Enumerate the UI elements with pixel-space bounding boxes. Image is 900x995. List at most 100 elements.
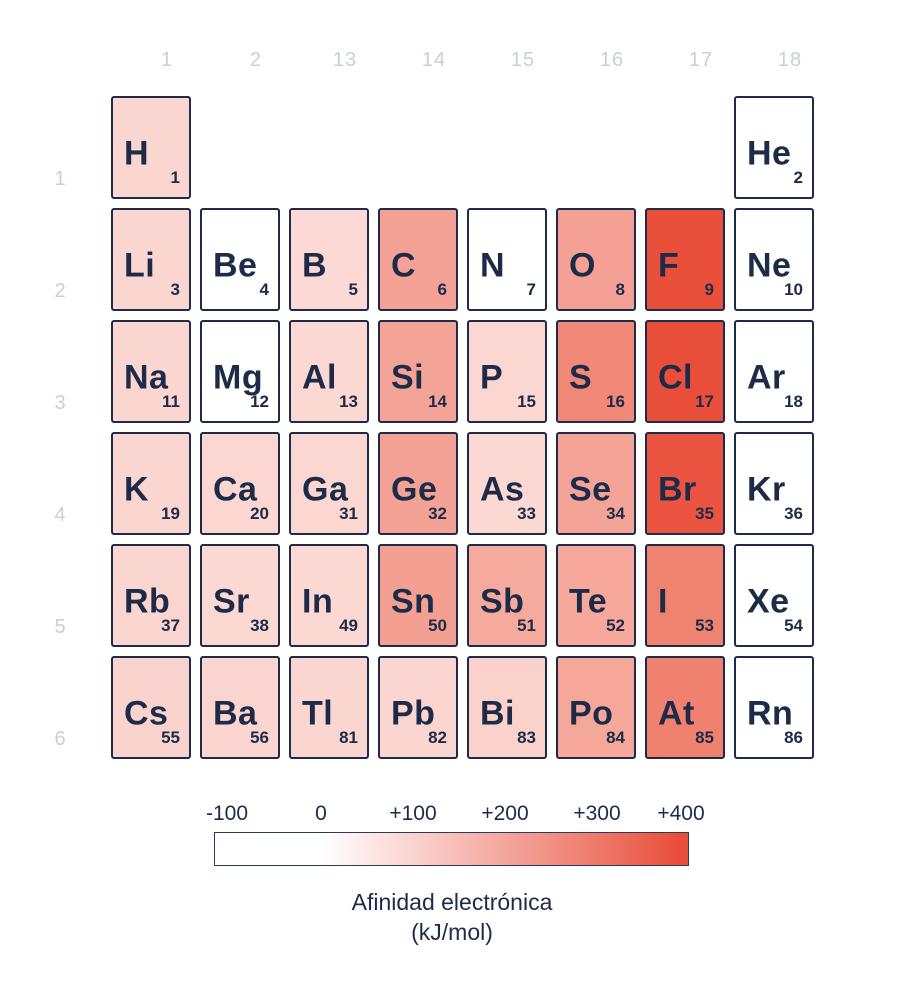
element-cell-Na: Na 11 [111,320,191,423]
element-cell-Br: Br 35 [645,432,725,535]
atomic-number: 4 [259,280,269,299]
element-symbol: Rb [124,582,171,621]
atomic-number: 53 [695,616,714,635]
period-header-1: 1 [54,168,66,190]
element-symbol: H [124,134,150,173]
atomic-number: 36 [784,504,803,523]
atomic-number: 56 [250,728,269,747]
atomic-number: 12 [250,392,269,411]
legend-tick-+100: +100 [389,802,437,825]
element-symbol: Cs [124,694,169,733]
element-cell-Ga: Ga 31 [289,432,369,535]
element-cell-Te: Te 52 [556,544,636,647]
atomic-number: 1 [170,168,180,187]
element-symbol: Ba [213,694,258,733]
element-cell-P: P 15 [467,320,547,423]
atomic-number: 16 [606,392,625,411]
legend-tick-0: 0 [315,802,327,825]
element-cell-Li: Li 3 [111,208,191,311]
group-header-16: 16 [599,49,625,71]
atomic-number: 5 [348,280,358,299]
atomic-number: 18 [784,392,803,411]
element-symbol: Si [391,358,425,397]
group-header-13: 13 [332,49,358,71]
legend-gradient-bar [214,832,689,866]
element-cell-As: As 33 [467,432,547,535]
element-cell-Ba: Ba 56 [200,656,280,759]
atomic-number: 37 [161,616,180,635]
element-cell-Cs: Cs 55 [111,656,191,759]
atomic-number: 54 [784,616,803,635]
element-cell-Pb: Pb 82 [378,656,458,759]
atomic-number: 85 [695,728,714,747]
element-symbol: Te [569,582,608,621]
group-header-15: 15 [510,49,536,71]
period-header-5: 5 [54,616,66,638]
atomic-number: 82 [428,728,447,747]
atomic-number: 6 [437,280,447,299]
atomic-number: 50 [428,616,447,635]
element-cell-Ge: Ge 32 [378,432,458,535]
element-symbol: O [569,246,596,285]
legend-title-line2: (kJ/mol) [411,919,493,945]
atomic-number: 9 [704,280,714,299]
atomic-number: 19 [161,504,180,523]
legend-title-line1: Afinidad electrónica [351,889,553,915]
element-symbol: Sn [391,582,436,621]
atomic-number: 20 [250,504,269,523]
element-symbol: He [747,134,792,173]
period-header-4: 4 [54,504,66,526]
atomic-number: 35 [695,504,714,523]
element-cell-Se: Se 34 [556,432,636,535]
element-cell-Ca: Ca 20 [200,432,280,535]
element-symbol: Mg [213,358,264,397]
atomic-number: 10 [784,280,803,299]
legend-tick-+400: +400 [657,802,705,825]
atomic-number: 34 [606,504,625,523]
atomic-number: 86 [784,728,803,747]
element-symbol: C [391,246,417,285]
period-header-6: 6 [54,728,66,750]
element-symbol: B [302,246,328,285]
element-symbol: Sr [213,582,250,621]
group-header-17: 17 [688,49,714,71]
atomic-number: 49 [339,616,358,635]
atomic-number: 51 [517,616,536,635]
period-header-2: 2 [54,280,66,302]
element-symbol: Se [569,470,612,509]
element-symbol: I [658,582,668,621]
element-symbol: Ca [213,470,258,509]
element-symbol: Ne [747,246,792,285]
element-symbol: Po [569,694,614,733]
atomic-number: 32 [428,504,447,523]
group-header-18: 18 [777,49,803,71]
group-header-14: 14 [421,49,447,71]
element-cell-Sb: Sb 51 [467,544,547,647]
element-symbol: F [658,246,680,285]
element-cell-Tl: Tl 81 [289,656,369,759]
element-symbol: Br [658,470,697,509]
element-symbol: Ga [302,470,349,509]
legend-title: Afinidad electrónica (kJ/mol) [202,887,702,947]
atomic-number: 38 [250,616,269,635]
element-symbol: Al [302,358,337,397]
group-header-2: 2 [249,49,263,71]
atomic-number: 3 [170,280,180,299]
atomic-number: 11 [162,392,180,411]
atomic-number: 83 [517,728,536,747]
element-cell-Ar: Ar 18 [734,320,814,423]
element-cell-S: S 16 [556,320,636,423]
element-cell-Sn: Sn 50 [378,544,458,647]
element-cell-Si: Si 14 [378,320,458,423]
atomic-number: 33 [517,504,536,523]
element-symbol: Be [213,246,258,285]
atomic-number: 31 [339,504,358,523]
element-cell-Rn: Rn 86 [734,656,814,759]
element-symbol: Ge [391,470,438,509]
element-symbol: K [124,470,150,509]
element-symbol: As [480,470,525,509]
